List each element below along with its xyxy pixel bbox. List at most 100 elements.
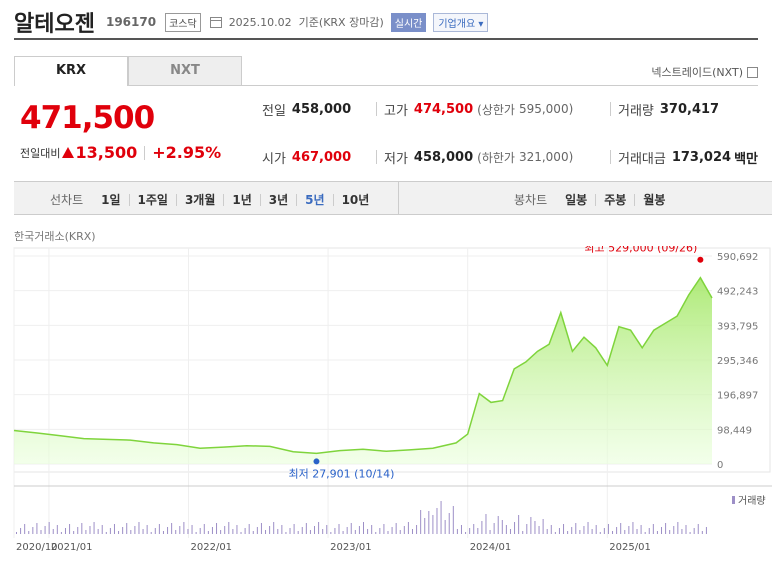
period-3y[interactable]: 3년 [261,193,298,206]
quote-date: 2025.10.02 [228,15,292,29]
volume-bar [652,524,654,534]
volume-value: 370,417 [659,101,720,117]
volume-bar [673,526,675,534]
volume-bar [550,525,552,534]
period-1y[interactable]: 1년 [224,193,261,206]
volume-bar [473,524,475,534]
volume-bar [469,528,471,534]
volume-bar [89,526,91,534]
volume-bar [522,531,524,534]
nextrade-checkbox[interactable] [747,66,758,78]
volume-bar [183,522,185,534]
candle-chart-title: 봉차트 [514,193,548,207]
max-point-marker [697,256,704,263]
volume-bar [612,531,614,534]
x-tick-label: 2020/10 [16,542,58,553]
period-1w[interactable]: 1주일 [130,193,177,206]
volume-bar [162,531,164,534]
tab-krx[interactable]: KRX [14,56,128,86]
volume-bar [334,528,336,534]
company-overview-button[interactable]: 기업개요 ▾ [433,12,489,32]
x-tick-label: 2024/01 [470,542,512,553]
low-price: 저가 458,000 (하한가 321,000) [384,144,573,170]
volume-bar [281,525,283,534]
volume-bar [677,522,679,534]
volume-bar [395,523,397,534]
lower-limit-label: (하한가 [477,150,515,165]
volume-bar [416,525,418,534]
volume-bar [211,527,213,534]
quote-basis: 기준(KRX 장마감) [298,16,384,29]
x-tick-label: 2025/01 [609,542,651,553]
volume-bar [558,528,560,534]
candle-chart-periods: 봉차트 일봉 주봉 월봉 [514,191,673,208]
volume-bar [350,523,352,534]
x-tick-label: 2021/01 [51,542,93,553]
volume-bar [579,530,581,534]
prev-close: 전일 458,000 [262,96,351,122]
change-percent: +2.95% [152,143,222,162]
volume-bar [554,532,556,534]
volume-bar [379,528,381,534]
volume-bar [330,532,332,534]
volume-bar [636,529,638,534]
x-tick-label: 2022/01 [191,542,233,553]
volume-bar [424,518,426,534]
price-area [14,277,712,464]
candle-monthly[interactable]: 월봉 [643,192,666,207]
volume-bar [477,528,479,534]
volume-bar [591,529,593,534]
volume-bar [542,519,544,534]
low-value: 458,000 [413,149,474,165]
volume-bar [265,530,267,534]
volume-bar [269,526,271,534]
divider [376,150,377,164]
volume-bar [326,525,328,534]
nextrade-label: 넥스트레이드(NXT) [651,66,743,79]
low-label: 저가 [384,151,408,167]
volume-bar [244,528,246,534]
high-price: 고가 474,500 (상한가 595,000) [384,96,573,122]
market-badge: 코스닥 [165,12,201,32]
volume-bar [142,529,144,534]
volume-bar [28,531,30,534]
volume-bar [493,523,495,534]
volume-bar [358,526,360,534]
volume-bar [191,525,193,534]
volume-bar [195,532,197,534]
volume-bar [640,525,642,534]
volume-bar [199,528,201,534]
realtime-button[interactable]: 실시간 [390,12,427,32]
current-price: 471,500 [20,100,155,136]
candle-daily[interactable]: 일봉 [557,193,597,206]
period-5y[interactable]: 5년 [297,193,334,206]
volume-bar [603,528,605,534]
volume-bar [403,526,405,534]
period-3m[interactable]: 3개월 [177,193,225,206]
volume-bar [60,532,62,534]
lower-limit-value: 321,000) [518,150,574,164]
volume-bar [309,530,311,534]
volume-bar [607,524,609,534]
volume-bar [452,506,454,534]
volume-bar [69,524,71,534]
volume-bar [101,525,103,534]
volume-bar [179,526,181,534]
tab-nxt[interactable]: NXT [128,56,242,86]
volume-bar [563,524,565,534]
volume-bar [301,527,303,534]
price-chart: 590,692 492,243 393,795 295,346 196,897 98,44… [13,246,772,553]
volume-bar [73,531,75,534]
period-10y[interactable]: 10년 [341,192,370,207]
volume-bar [85,530,87,534]
period-1d[interactable]: 1일 [93,193,130,206]
nextrade-toggle[interactable]: 넥스트레이드(NXT) [651,64,758,80]
volume-bar [383,524,385,534]
candle-weekly[interactable]: 주봉 [596,193,636,206]
volume-bar [407,522,409,534]
volume-bar [93,522,95,534]
volume-bar [656,531,658,534]
volume-bar [342,531,344,534]
volume-bar [171,523,173,534]
upper-limit-label: (상한가 [477,102,515,117]
